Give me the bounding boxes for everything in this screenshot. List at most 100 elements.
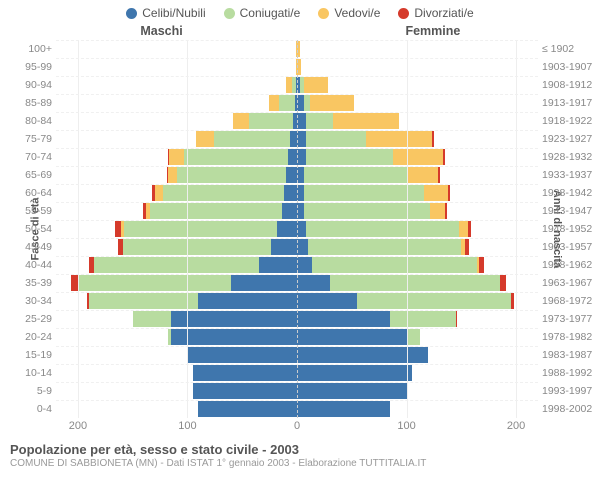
- bar-segment: [443, 149, 445, 165]
- bar-female: [297, 185, 450, 201]
- legend-label: Divorziati/e: [414, 6, 473, 20]
- bar-female: [297, 311, 457, 327]
- bar-segment: [333, 113, 399, 129]
- bar-segment: [500, 275, 507, 291]
- bar-male: [56, 311, 297, 327]
- birth-year-label: 1938-1942: [542, 187, 592, 199]
- bar-segment: [511, 293, 514, 309]
- age-label: 90-94: [25, 79, 52, 91]
- bar-segment: [168, 167, 177, 183]
- age-label: 40-44: [25, 259, 52, 271]
- bar-segment: [438, 167, 440, 183]
- birth-year-label: 1933-1937: [542, 169, 592, 181]
- birth-year-label: 1923-1927: [542, 133, 592, 145]
- bar-female: [297, 401, 390, 417]
- age-label: 0-4: [37, 403, 52, 415]
- bar-female: [297, 257, 484, 273]
- birth-year-label: 1998-2002: [542, 403, 592, 415]
- bar-segment: [286, 167, 297, 183]
- bar-segment: [233, 113, 248, 129]
- bar-segment: [407, 329, 420, 345]
- bar-segment: [310, 95, 354, 111]
- birth-year-label: 1913-1917: [542, 97, 592, 109]
- bar-female: [297, 221, 471, 237]
- legend: Celibi/NubiliConiugati/eVedovi/eDivorzia…: [0, 0, 600, 24]
- bar-female: [297, 365, 412, 381]
- legend-swatch: [126, 8, 137, 19]
- bar-segment: [297, 149, 306, 165]
- age-label: 55-59: [25, 205, 52, 217]
- bar-segment: [193, 365, 297, 381]
- bar-segment: [284, 185, 297, 201]
- bar-segment: [171, 329, 297, 345]
- bar-segment: [231, 275, 297, 291]
- bar-male: [56, 113, 297, 129]
- chart-title: Popolazione per età, sesso e stato civil…: [10, 442, 590, 457]
- age-label: 75-79: [25, 133, 52, 145]
- bar-segment: [198, 293, 297, 309]
- bar-female: [297, 131, 434, 147]
- bar-segment: [408, 167, 439, 183]
- birth-year-label: 1973-1977: [542, 313, 592, 325]
- bar-male: [56, 167, 297, 183]
- bar-segment: [308, 239, 461, 255]
- birth-year-label: 1958-1962: [542, 259, 592, 271]
- legend-label: Coniugati/e: [240, 6, 301, 20]
- age-label: 100+: [28, 43, 52, 55]
- chart-subtitle: COMUNE DI SABBIONETA (MN) - Dati ISTAT 1…: [10, 458, 590, 469]
- bar-segment: [249, 113, 293, 129]
- bar-segment: [259, 257, 297, 273]
- bar-segment: [448, 185, 450, 201]
- bar-segment: [187, 347, 297, 363]
- legend-label: Celibi/Nubili: [142, 6, 205, 20]
- bar-segment: [155, 185, 164, 201]
- bar-female: [297, 95, 354, 111]
- age-label: 95-99: [25, 61, 52, 73]
- bar-female: [297, 383, 407, 399]
- legend-swatch: [224, 8, 235, 19]
- bar-segment: [366, 131, 432, 147]
- birth-year-label: 1948-1952: [542, 223, 592, 235]
- age-label: 85-89: [25, 97, 52, 109]
- bar-segment: [297, 293, 357, 309]
- bar-segment: [306, 149, 394, 165]
- bar-segment: [297, 365, 412, 381]
- age-label: 25-29: [25, 313, 52, 325]
- bar-male: [56, 365, 297, 381]
- bar-segment: [390, 311, 456, 327]
- birth-year-label: 1988-1992: [542, 367, 592, 379]
- x-axis: 2001000100200: [56, 418, 538, 436]
- bar-male: [56, 203, 297, 219]
- bar-segment: [304, 167, 408, 183]
- bar-segment: [297, 257, 312, 273]
- bar-segment: [78, 275, 231, 291]
- bar-female: [297, 347, 428, 363]
- bar-segment: [297, 383, 407, 399]
- age-label: 20-24: [25, 331, 52, 343]
- age-label: 70-74: [25, 151, 52, 163]
- birth-year-label: 1983-1987: [542, 349, 592, 361]
- x-tick: 200: [69, 420, 87, 432]
- bar-segment: [193, 383, 297, 399]
- bar-female: [297, 167, 440, 183]
- bar-female: [297, 329, 420, 345]
- bar-segment: [133, 311, 171, 327]
- bar-segment: [297, 221, 306, 237]
- chart-container: Celibi/NubiliConiugati/eVedovi/eDivorzia…: [0, 0, 600, 500]
- age-label: 15-19: [25, 349, 52, 361]
- center-axis: [297, 40, 298, 418]
- bar-male: [56, 239, 297, 255]
- bar-female: [297, 275, 506, 291]
- bar-segment: [297, 275, 330, 291]
- bar-male: [56, 185, 297, 201]
- birth-year-label: 1968-1972: [542, 295, 592, 307]
- birth-year-label: 1963-1967: [542, 277, 592, 289]
- bar-male: [56, 131, 297, 147]
- bar-segment: [297, 329, 407, 345]
- x-tick: 0: [294, 420, 300, 432]
- age-label: 10-14: [25, 367, 52, 379]
- birth-year-label: ≤ 1902: [542, 43, 574, 55]
- birth-year-label: 1903-1907: [542, 61, 592, 73]
- bar-segment: [184, 149, 288, 165]
- bar-segment: [297, 239, 308, 255]
